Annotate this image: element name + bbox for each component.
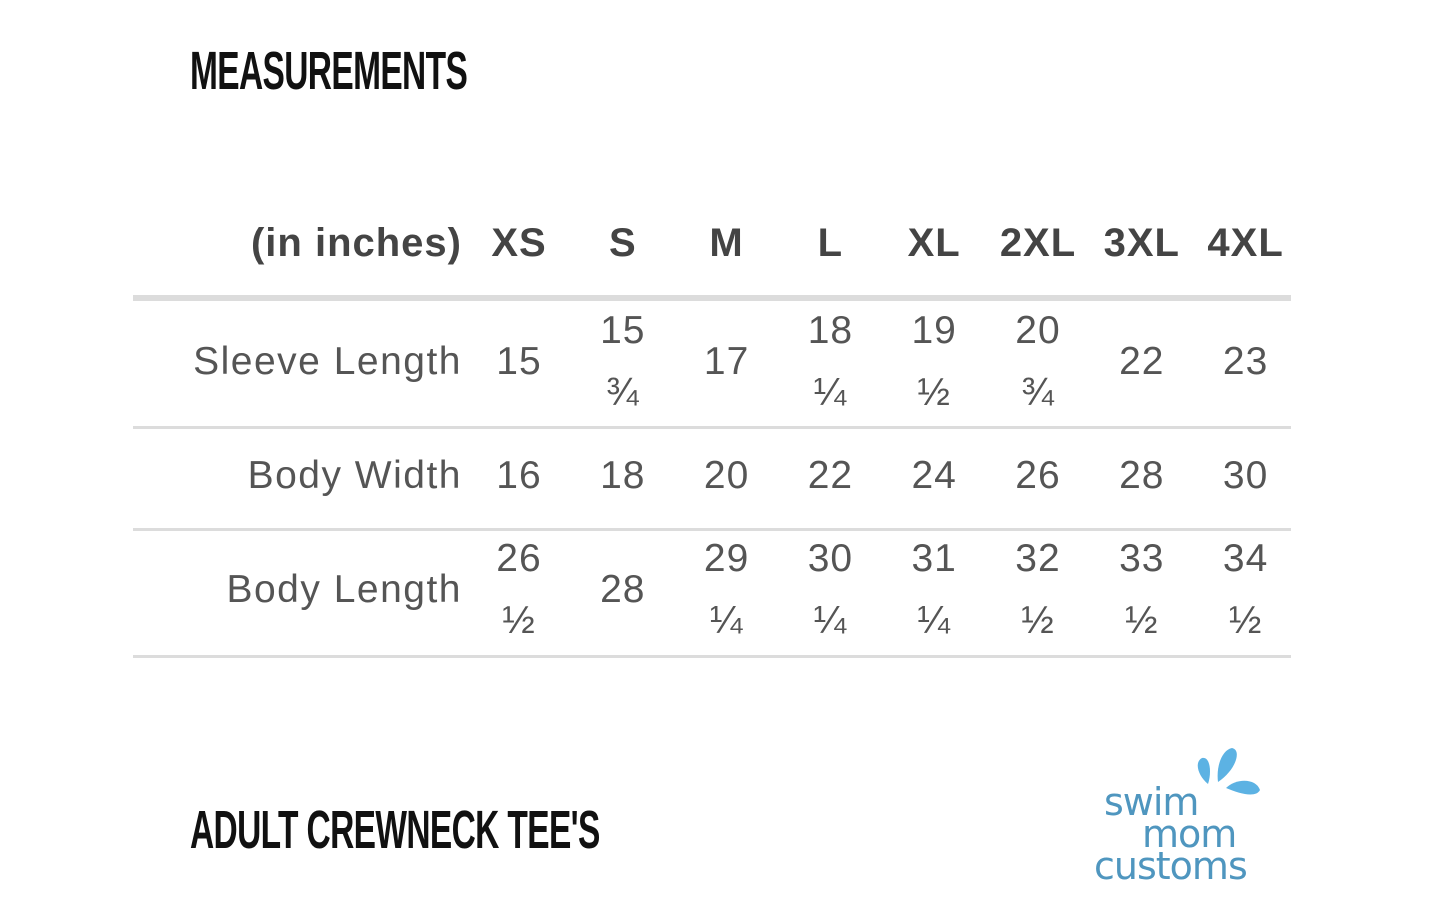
measurement-cell: 31 ¼ [911, 537, 957, 642]
row-divider [133, 426, 1291, 429]
product-title: ADULT CREWNECK TEE'S [190, 800, 600, 860]
measurement-cell: 26 [1015, 454, 1061, 497]
measurement-cell: 33 ½ [1119, 537, 1165, 642]
size-header: M [709, 221, 744, 265]
row-label: Sleeve Length [193, 340, 462, 383]
size-header: 2XL [999, 221, 1077, 265]
measurement-cell: 26 ½ [496, 537, 542, 642]
measurement-cell: 17 [703, 340, 750, 383]
measurement-cell: 16 [496, 454, 542, 497]
measurement-cell: 20 ¾ [1015, 309, 1061, 414]
measurement-cell: 18 ¼ [807, 309, 854, 414]
logo-text: swim [1104, 780, 1199, 824]
measurement-cell: 20 [703, 454, 750, 497]
measurement-cell: 18 [600, 454, 646, 497]
measurement-cell: 23 [1222, 340, 1269, 383]
row-divider [133, 528, 1291, 531]
size-header: 3XL [1103, 221, 1180, 265]
swim-mom-customs-logo: swim mom customs [1090, 740, 1300, 885]
measurement-cell: 15 ¾ [600, 309, 646, 414]
measurement-cell: 24 [911, 454, 957, 497]
size-header: XS [491, 221, 547, 265]
measurement-cell: 28 [1119, 454, 1165, 497]
measurement-cell: 28 [600, 568, 646, 611]
measurement-cell: 19 ½ [911, 309, 957, 414]
row-label: Body Width [247, 454, 462, 497]
unit-header: (in inches) [250, 221, 462, 265]
measurement-cell: 30 ¼ [807, 537, 854, 642]
measurement-cell: 34 ½ [1222, 537, 1269, 642]
measurement-cell: 15 [496, 340, 542, 383]
size-header: XL [907, 221, 961, 265]
row-divider [133, 655, 1291, 658]
measurement-cell: 22 [807, 454, 854, 497]
logo-text: customs [1094, 844, 1248, 888]
header-divider [133, 295, 1291, 301]
measurement-cell: 30 [1222, 454, 1269, 497]
size-header: L [817, 221, 844, 265]
measurement-cell: 22 [1119, 340, 1165, 383]
size-header: 4XL [1207, 221, 1284, 265]
measurement-cell: 32 ½ [1015, 537, 1061, 642]
size-header: S [608, 221, 637, 265]
page-title: MEASUREMENTS [190, 41, 468, 101]
row-label: Body Length [226, 568, 462, 611]
measurement-cell: 29 ¼ [703, 537, 750, 642]
water-drops-icon [1197, 748, 1260, 795]
logo-text: mom [1142, 812, 1237, 856]
